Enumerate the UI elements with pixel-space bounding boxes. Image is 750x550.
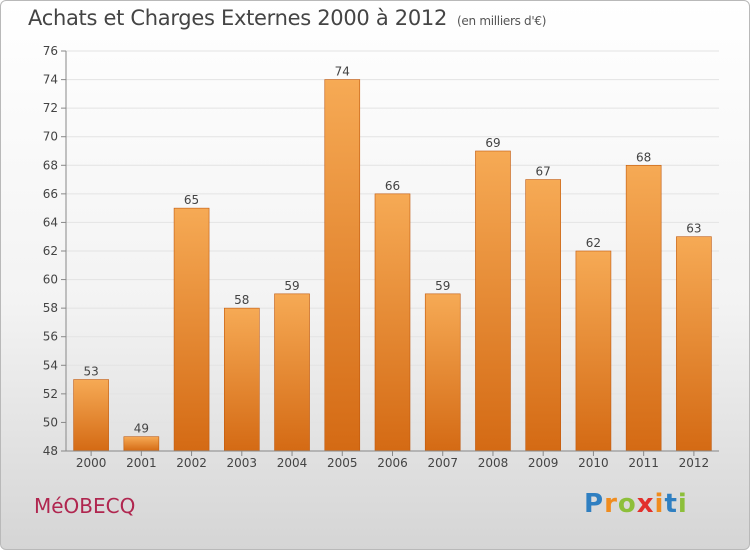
bar-value-label: 67 [536, 165, 551, 179]
y-tick-label: 64 [43, 215, 58, 229]
y-tick-label: 60 [43, 273, 58, 287]
y-tick-label: 70 [43, 130, 58, 144]
y-tick-label: 72 [43, 101, 58, 115]
chart-title: Achats et Charges Externes 2000 à 2012 (e… [28, 6, 546, 30]
bar-value-label: 65 [184, 193, 199, 207]
logo-letter: o [617, 489, 637, 519]
x-tick-label: 2012 [679, 456, 710, 470]
x-tick-label: 2011 [628, 456, 659, 470]
bar-2010 [575, 250, 612, 452]
bars: 53 49 65 58 59 74 66 59 69 67 62 68 63 [73, 65, 712, 452]
x-tick-label: 2004 [277, 456, 308, 470]
bar-value-label: 63 [686, 222, 701, 236]
y-tick-label: 52 [43, 387, 58, 401]
proxiti-logo: Proxiti [584, 489, 688, 519]
axes: 48 50 52 54 56 58 60 62 64 66 68 70 72 74 76 2000 2001 20… [43, 44, 719, 470]
logo-letter: r [604, 489, 618, 519]
y-tick-label: 54 [43, 358, 58, 372]
x-tick-label: 2007 [427, 456, 458, 470]
bar-2005 [324, 79, 361, 452]
bar-value-label: 59 [435, 279, 450, 293]
x-tick-label: 2003 [227, 456, 258, 470]
bar-2001 [123, 436, 160, 452]
logo-letter: t [664, 489, 678, 519]
x-tick-label: 2010 [578, 456, 609, 470]
bar-value-label: 62 [586, 236, 601, 250]
bar-2009 [525, 179, 561, 452]
bar-2012 [676, 236, 712, 452]
bar-value-label: 74 [335, 65, 350, 79]
y-tick-label: 76 [43, 44, 58, 58]
logo-letter: i [654, 489, 665, 519]
y-tick-label: 56 [43, 330, 58, 344]
logo-letter: i [677, 489, 688, 519]
commune-name: MéOBECQ [34, 494, 136, 518]
y-tick-label: 68 [43, 158, 58, 172]
bar-2011 [625, 164, 662, 452]
logo-letter: P [584, 489, 605, 519]
x-tick-label: 2000 [76, 456, 107, 470]
x-tick-label: 2008 [478, 456, 509, 470]
y-tick-label: 50 [43, 415, 58, 429]
x-tick-label: 2002 [176, 456, 207, 470]
x-tick-label: 2009 [528, 456, 559, 470]
bar-value-label: 59 [284, 279, 299, 293]
x-tick-label: 2005 [327, 456, 358, 470]
bar-2007 [424, 293, 461, 452]
y-tick-label: 74 [43, 73, 58, 87]
bar-2004 [274, 293, 310, 452]
bar-value-label: 66 [385, 179, 400, 193]
y-tick-label: 58 [43, 301, 58, 315]
y-tick-label: 48 [43, 444, 58, 458]
x-tick-label: 2006 [377, 456, 408, 470]
bar-value-label: 68 [636, 150, 651, 164]
bar-value-label: 69 [485, 136, 500, 150]
y-tick-label: 62 [43, 244, 58, 258]
logo-letter: x [636, 489, 655, 519]
bar-2003 [224, 307, 260, 452]
bar-2002 [173, 207, 210, 452]
bar-value-label: 58 [234, 293, 249, 307]
y-tick-label: 66 [43, 187, 58, 201]
chart-title-text: Achats et Charges Externes 2000 à 2012 [28, 6, 448, 30]
bar-2006 [374, 193, 411, 452]
bar-2000 [73, 379, 109, 452]
x-tick-label: 2001 [126, 456, 157, 470]
bar-value-label: 49 [134, 422, 149, 436]
chart-unit: (en milliers d'€) [457, 14, 547, 28]
bar-value-label: 53 [83, 365, 98, 379]
bar-2008 [475, 150, 511, 452]
